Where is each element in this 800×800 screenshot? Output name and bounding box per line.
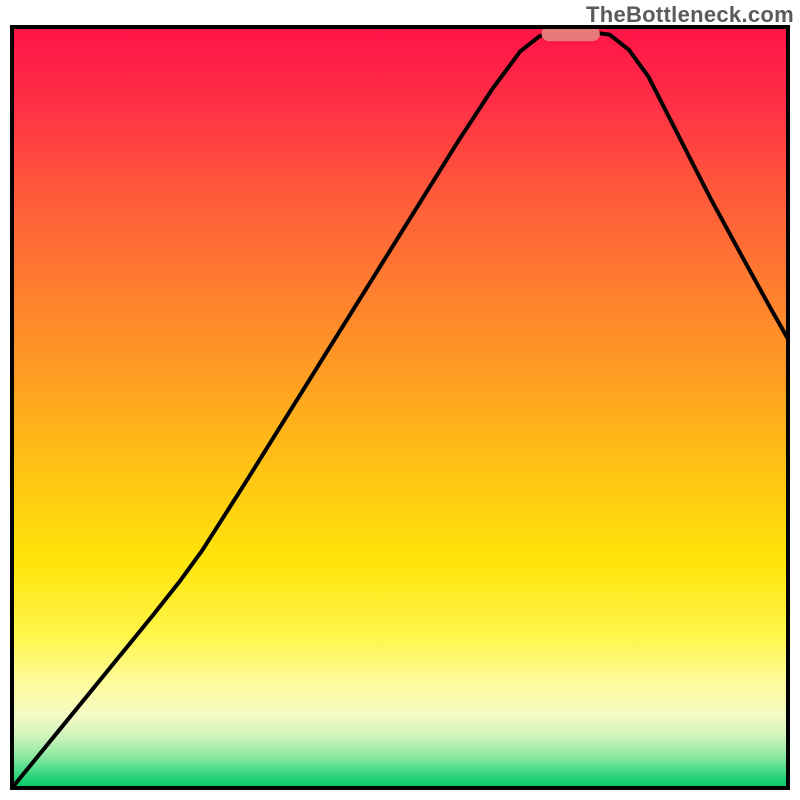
bottleneck-curve-chart [0,0,800,800]
plot-background [12,27,788,788]
watermark-text: TheBottleneck.com [586,2,794,28]
chart-container: TheBottleneck.com [0,0,800,800]
